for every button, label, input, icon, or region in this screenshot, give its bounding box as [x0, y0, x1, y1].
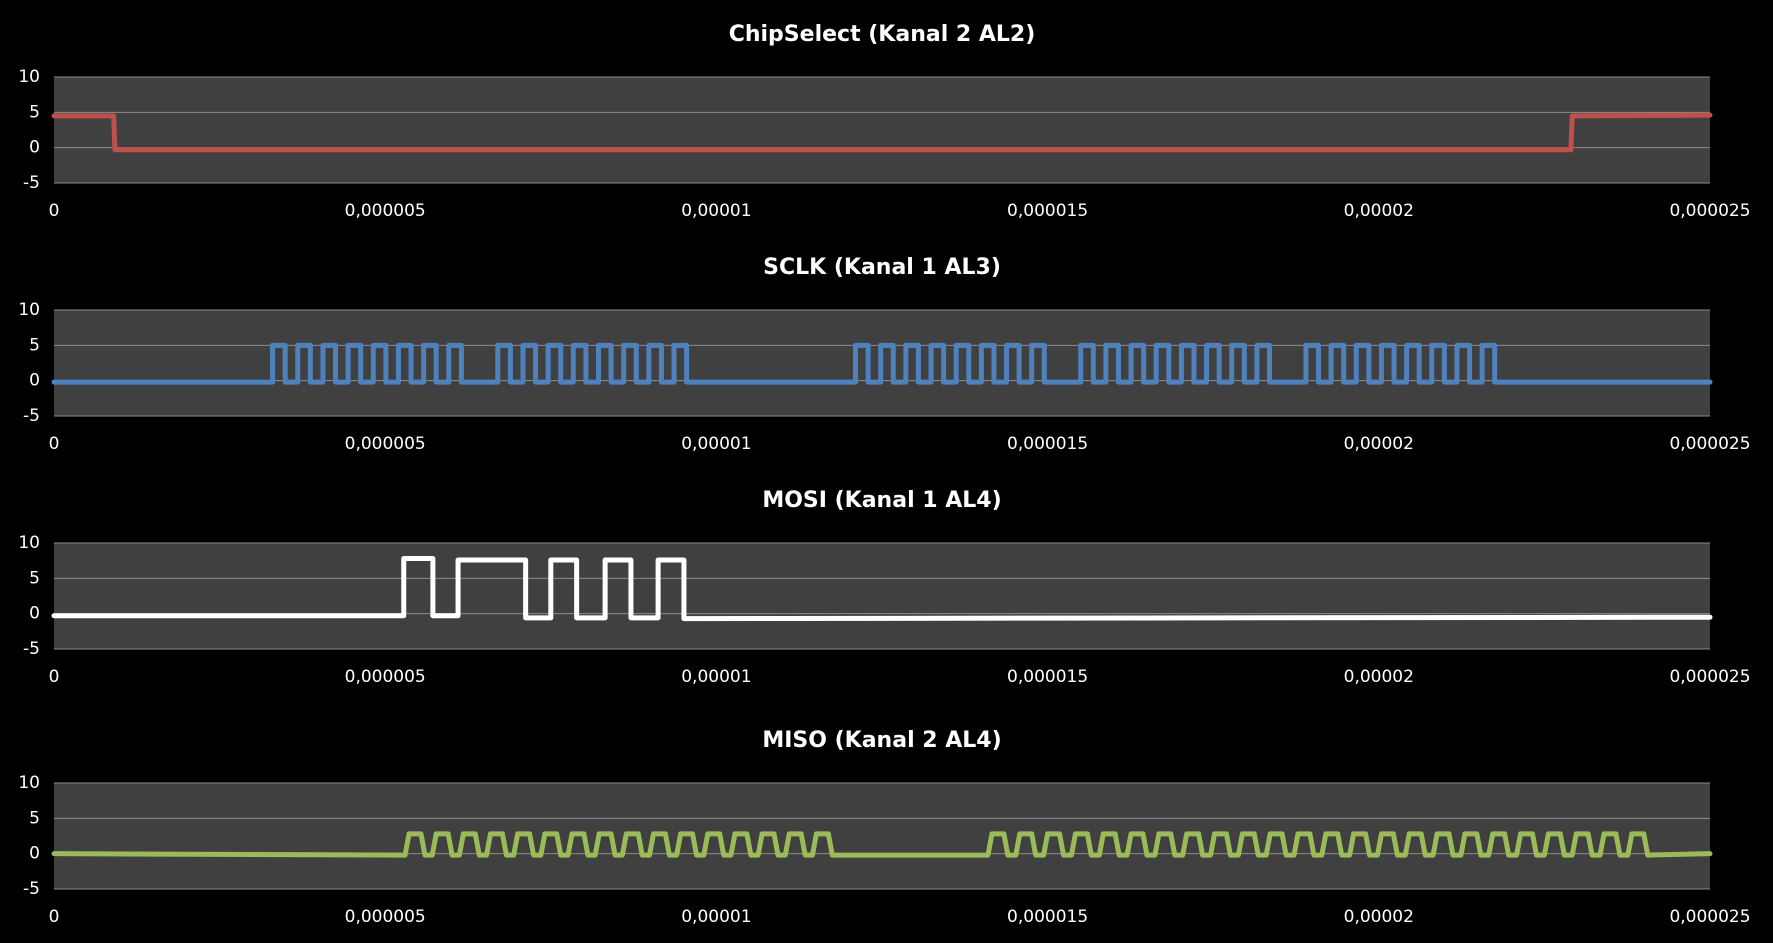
y-tick-label: 0	[29, 371, 40, 391]
x-tick-label: 0,00001	[681, 667, 751, 687]
y-tick-label: 10	[18, 67, 40, 87]
y-tick-label: 0	[29, 604, 40, 624]
chart-title: SCLK (Kanal 1 AL3)	[763, 255, 1001, 280]
x-tick-label: 0,000025	[1669, 907, 1750, 927]
chart: MOSI (Kanal 1 AL4) -5 0 5 10 0 0,000005 0,00001…	[18, 488, 1750, 687]
y-tick-label: -5	[23, 879, 40, 899]
y-tick-label: 10	[18, 533, 40, 553]
y-tick-label: 5	[29, 335, 40, 355]
x-tick-label: 0,00001	[681, 201, 751, 221]
y-tick-label: -5	[23, 173, 40, 193]
y-tick-label: 10	[18, 773, 40, 793]
x-tick-label: 0,00002	[1344, 201, 1414, 221]
x-tick-label: 0,00002	[1344, 667, 1414, 687]
x-tick-label: 0,000015	[1007, 907, 1088, 927]
plot-area	[54, 783, 1710, 889]
chart: SCLK (Kanal 1 AL3) -5 0 5 10 0 0,000005 0,00001…	[18, 255, 1750, 454]
x-tick-label: 0,000005	[345, 667, 426, 687]
y-tick-label: 0	[29, 138, 40, 158]
y-tick-label: 5	[29, 568, 40, 588]
x-tick-label: 0,00001	[681, 907, 751, 927]
plot-area	[54, 77, 1710, 183]
x-tick-label: 0,000015	[1007, 667, 1088, 687]
y-tick-label: 0	[29, 844, 40, 864]
chart-title: MISO (Kanal 2 AL4)	[762, 728, 1001, 753]
x-tick-label: 0,000015	[1007, 201, 1088, 221]
x-tick-label: 0	[49, 667, 60, 687]
x-tick-label: 0,000005	[345, 907, 426, 927]
x-tick-label: 0,000005	[345, 434, 426, 454]
y-tick-label: 5	[29, 102, 40, 122]
signal-line	[51, 831, 1713, 858]
plot-area	[54, 543, 1710, 649]
x-tick-label: 0	[49, 907, 60, 927]
chart: MISO (Kanal 2 AL4) -5 0 5 10 0 0,000005 0,00001…	[18, 728, 1750, 927]
signal-line	[51, 556, 1713, 622]
signal-line	[51, 112, 1713, 153]
x-tick-label: 0,000025	[1669, 667, 1750, 687]
x-tick-label: 0,000015	[1007, 434, 1088, 454]
x-tick-label: 0	[49, 434, 60, 454]
x-tick-label: 0	[49, 201, 60, 221]
chart-title: MOSI (Kanal 1 AL4)	[762, 488, 1001, 513]
x-tick-label: 0,000025	[1669, 201, 1750, 221]
chart: ChipSelect (Kanal 2 AL2) -5 0 5 10 0 0,000005 0…	[18, 22, 1750, 221]
x-tick-label: 0,000005	[345, 201, 426, 221]
y-tick-label: 5	[29, 808, 40, 828]
signal-line	[51, 342, 1713, 385]
x-tick-label: 0,00002	[1344, 907, 1414, 927]
x-tick-label: 0,00001	[681, 434, 751, 454]
x-tick-label: 0,00002	[1344, 434, 1414, 454]
chart-title: ChipSelect (Kanal 2 AL2)	[729, 22, 1036, 47]
y-tick-label: -5	[23, 406, 40, 426]
y-tick-label: -5	[23, 639, 40, 659]
x-tick-label: 0,000025	[1669, 434, 1750, 454]
y-tick-label: 10	[18, 300, 40, 320]
